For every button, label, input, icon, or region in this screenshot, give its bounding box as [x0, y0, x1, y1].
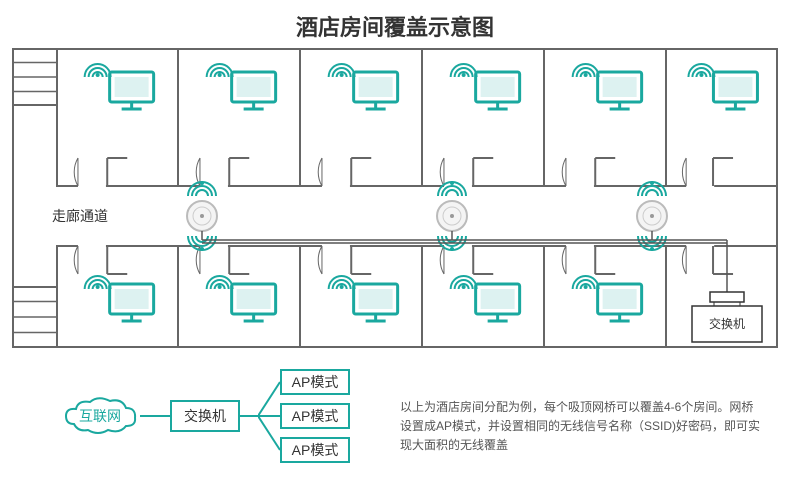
legend-ap-mode: AP模式	[280, 403, 350, 429]
diagram-title: 酒店房间覆盖示意图	[0, 10, 790, 42]
monitor-icon	[713, 72, 757, 109]
wifi-icon	[573, 276, 599, 289]
monitor-icon	[354, 72, 398, 109]
legend-switch: 交换机	[170, 400, 240, 432]
wifi-icon	[85, 64, 111, 77]
wifi-icon	[451, 64, 477, 77]
corridor-label: 走廊通道	[52, 208, 108, 224]
access-point	[437, 201, 467, 231]
description-text: 以上为酒店房间分配为例，每个吸顶网桥可以覆盖4-6个房间。网桥设置成AP模式，并…	[400, 398, 760, 456]
wifi-icon	[688, 64, 714, 77]
wifi-icon	[207, 64, 233, 77]
switch-label: 交换机	[709, 316, 745, 331]
monitor-icon	[110, 72, 154, 109]
internet-label: 互联网	[79, 406, 121, 426]
wifi-icon	[329, 64, 355, 77]
internet-cloud: 互联网	[60, 396, 140, 436]
wifi-icon	[451, 276, 477, 289]
legend-ap-mode: AP模式	[280, 369, 350, 395]
legend-ap-mode: AP模式	[280, 437, 350, 463]
wifi-icon	[573, 64, 599, 77]
floorplan: 交换机 走廊通道	[12, 48, 778, 348]
access-point	[187, 201, 217, 231]
wifi-icon	[329, 276, 355, 289]
monitor-icon	[476, 284, 520, 321]
monitor-icon	[232, 72, 276, 109]
wifi-icon	[207, 276, 233, 289]
monitor-icon	[110, 284, 154, 321]
monitor-icon	[598, 72, 642, 109]
monitor-icon	[476, 72, 520, 109]
access-point	[637, 201, 667, 231]
monitor-icon	[232, 284, 276, 321]
monitor-icon	[598, 284, 642, 321]
monitor-icon	[354, 284, 398, 321]
wifi-icon	[85, 276, 111, 289]
